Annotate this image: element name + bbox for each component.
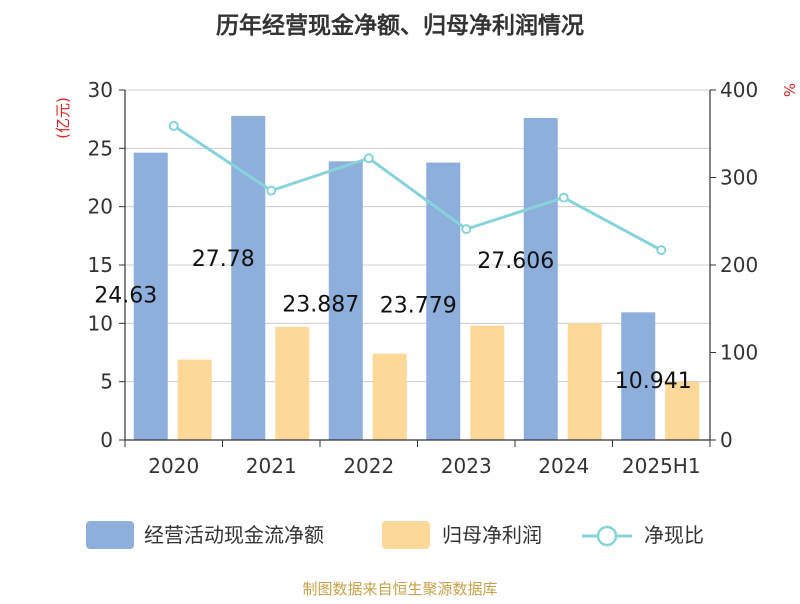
x-tick-label: 2025H1 (622, 454, 701, 478)
legend-swatch-profit (382, 521, 430, 549)
ratio-point (461, 224, 472, 235)
y-tick-label: 30 (88, 78, 113, 102)
legend-label-cashflow: 经营活动现金流净额 (144, 523, 324, 547)
y-tick-label: 25 (88, 136, 113, 160)
legend-label-ratio: 净现比 (644, 523, 704, 547)
y2-tick-label: 400 (720, 78, 758, 102)
bar-cashflow (328, 161, 363, 440)
x-tick-label: 2020 (148, 454, 199, 478)
y2-tick-label: 300 (720, 166, 758, 190)
x-tick-label: 2021 (246, 454, 297, 478)
legend-item-profit[interactable]: 归母净利润 (382, 521, 542, 549)
legend-swatch-ratio-marker (596, 525, 618, 547)
source-note: 制图数据来自恒生聚源数据库 (302, 580, 497, 598)
x-tick-label: 2023 (441, 454, 492, 478)
data-label-cashflow: 23.887 (282, 292, 359, 317)
legend-label-profit: 归母净利润 (442, 523, 542, 547)
data-label-cashflow: 24.63 (94, 284, 157, 309)
ratio-polyline (172, 124, 662, 252)
data-label-cashflow: 10.941 (615, 369, 692, 394)
bar-cashflow (133, 152, 168, 440)
bars (133, 115, 700, 441)
bar-cashflow (426, 162, 461, 440)
grid-lines (125, 89, 710, 383)
legend-swatch-cashflow (86, 521, 134, 549)
ratio-point (363, 153, 374, 164)
ratio-line (168, 120, 667, 256)
bar-profit (567, 323, 602, 440)
y2-tick-label: 200 (720, 253, 758, 277)
y2-tick-label: 0 (720, 428, 733, 452)
bar-profit (177, 359, 212, 440)
x-tick-label: 2022 (343, 454, 394, 478)
bar-cashflow (621, 312, 656, 440)
bar-profit (275, 326, 310, 440)
y2-axis-label: % (780, 83, 798, 97)
bar-profit (372, 353, 407, 440)
ratio-point (266, 185, 277, 196)
bar-profit (665, 381, 700, 440)
chart-title: 历年经营现金净额、归母净利润情况 (216, 12, 584, 39)
y-tick-label: 20 (88, 195, 113, 219)
x-tick-label: 2024 (538, 454, 589, 478)
bar-cashflow (231, 115, 266, 441)
data-label-cashflow: 23.779 (380, 294, 457, 319)
legend: 经营活动现金流净额 归母净利润 净现比 (86, 521, 704, 549)
ratio-point (558, 192, 569, 203)
y2-tick-label: 100 (720, 341, 758, 365)
data-labels: 24.63 27.78 23.887 23.779 27.606 10.941 (94, 247, 691, 394)
legend-item-ratio[interactable]: 净现比 (582, 523, 704, 547)
y-tick-label: 5 (100, 370, 113, 394)
ratio-point (168, 120, 179, 131)
y-tick-label: 15 (88, 253, 113, 277)
y-tick-label: 10 (88, 311, 113, 335)
legend-item-cashflow[interactable]: 经营活动现金流净额 (86, 521, 324, 549)
ratio-point (656, 245, 667, 256)
bar-cashflow (523, 117, 558, 441)
y-tick-label: 0 (100, 428, 113, 452)
bar-profit (470, 325, 505, 440)
y-axis-label: (亿元) (54, 97, 72, 139)
data-label-cashflow: 27.78 (192, 247, 255, 272)
data-label-cashflow: 27.606 (477, 249, 554, 274)
